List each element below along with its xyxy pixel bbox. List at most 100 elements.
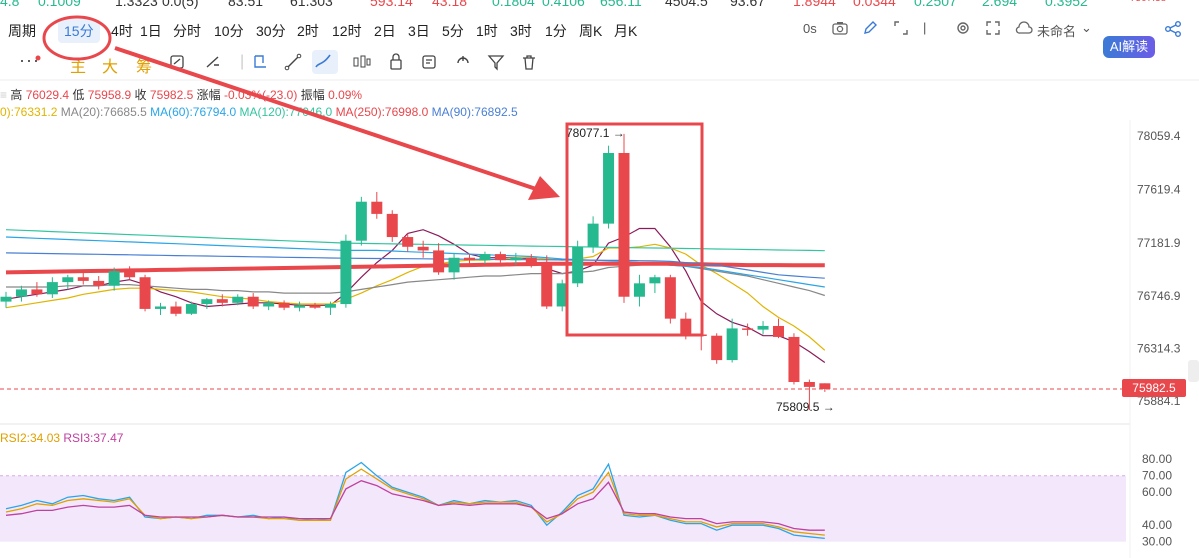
candle-body xyxy=(464,257,475,261)
candle-body xyxy=(448,257,460,273)
candle-body xyxy=(433,250,445,273)
period-label: 周期 xyxy=(8,23,36,39)
ticker-strip: 4.8 0.1009 1.3323 0.0(5) 83.51 61.303 593.14 43… xyxy=(0,0,1199,12)
settings-icon[interactable] xyxy=(955,20,971,39)
amplitude-label: 振幅 xyxy=(300,88,325,102)
candle-body xyxy=(618,152,630,297)
camera-icon[interactable] xyxy=(832,20,848,39)
chevron-down-icon[interactable]: ⌄ xyxy=(1081,20,1092,35)
share-icon[interactable] xyxy=(1164,20,1182,41)
tab-1d[interactable]: 1日 xyxy=(140,23,162,39)
timeframe-toolbar: 周期 15分 4时 1日 分时 10分 30分 2时 12时 2日 3日 5分 … xyxy=(0,17,1199,58)
candle-body xyxy=(819,383,831,390)
tab-12h[interactable]: 12时 xyxy=(332,23,362,39)
candle-body xyxy=(603,152,615,224)
ma-line xyxy=(5,229,825,252)
indicator-main[interactable]: 主 xyxy=(70,59,87,76)
rsi-tick-label: 40.00 xyxy=(1142,518,1172,532)
tab-1min[interactable]: 1分 xyxy=(545,23,567,39)
ma-line xyxy=(5,243,826,351)
trash-icon[interactable] xyxy=(520,53,538,76)
candle-body xyxy=(510,257,522,261)
candle-icon[interactable] xyxy=(352,53,372,76)
tab-15min[interactable]: 15分 xyxy=(58,19,100,43)
candle-body xyxy=(773,325,784,337)
note-icon[interactable] xyxy=(420,53,438,76)
ticker-value: 7507.38 xyxy=(1130,0,1166,4)
ticker-value: 0.2507 xyxy=(914,0,957,9)
change-value: -0.03%(-23.0) xyxy=(223,88,298,102)
tab-30min[interactable]: 30分 xyxy=(256,23,286,39)
candle-body xyxy=(108,271,120,286)
candle-body xyxy=(742,328,754,330)
magnet-icon[interactable] xyxy=(454,53,472,76)
indicator-chips[interactable]: 筹 xyxy=(136,59,153,76)
tab-2h[interactable]: 2时 xyxy=(297,23,319,39)
tab-3d[interactable]: 3日 xyxy=(408,23,430,39)
refresh-icon[interactable] xyxy=(168,53,186,76)
drawing-toolbar: ··· 主 大 筹 | xyxy=(0,50,560,78)
resize-icon[interactable] xyxy=(893,20,909,39)
ticker-value: 4504.5 xyxy=(665,0,708,9)
candle-body xyxy=(494,254,506,261)
ticker-value: 2.694 xyxy=(982,0,1018,9)
countdown: 0s xyxy=(803,21,817,36)
tab-month[interactable]: 月K xyxy=(614,23,638,39)
ticker-value: 0.0(5) xyxy=(162,0,199,9)
separator: | xyxy=(923,20,927,35)
ma-line xyxy=(5,227,826,363)
candle-body xyxy=(155,306,166,309)
tab-3h[interactable]: 3时 xyxy=(510,23,532,39)
candle-body xyxy=(185,304,197,314)
ticker-value: 1.3323 xyxy=(115,0,158,9)
more-icon[interactable]: ··· xyxy=(19,50,40,70)
panel-handle[interactable] xyxy=(1188,360,1199,382)
tab-timeshare[interactable]: 分时 xyxy=(173,23,201,39)
ma-legend-item: MA(60):76794.0 xyxy=(150,105,240,119)
candle-body xyxy=(587,223,599,247)
annotation-arrow-head xyxy=(528,176,560,200)
ticker-value: 0.0344 xyxy=(853,0,896,9)
candle-body xyxy=(216,299,228,303)
rsi-line xyxy=(5,468,825,536)
ticker-value: 0.3952 xyxy=(1045,0,1088,9)
cursor-icon[interactable] xyxy=(251,53,269,76)
separator: | xyxy=(240,53,245,70)
ai-analysis-button[interactable]: AI解读 xyxy=(1103,36,1155,58)
ticker-value: 61.303 xyxy=(290,0,333,9)
tab-10min[interactable]: 10分 xyxy=(214,23,244,39)
low-label: 低 xyxy=(72,88,85,102)
ticker-value: 656.11 xyxy=(600,0,642,9)
tab-1h[interactable]: 1时 xyxy=(476,23,498,39)
lock-icon[interactable] xyxy=(388,53,404,76)
price-tick-label: 78059.4 xyxy=(1137,129,1181,143)
tab-5min[interactable]: 5分 xyxy=(442,23,464,39)
rsi-tick-label: 70.00 xyxy=(1142,469,1172,483)
fullscreen-icon[interactable] xyxy=(985,20,1001,39)
edit-icon[interactable] xyxy=(862,20,878,39)
high-value: 76029.4 xyxy=(25,88,70,102)
layout-name[interactable]: 未命名 xyxy=(1037,24,1077,39)
candle-body xyxy=(541,265,553,307)
candle-body xyxy=(757,325,769,330)
brush-icon[interactable] xyxy=(312,50,338,77)
candle-body xyxy=(0,296,12,302)
ticker-value: 0.1804 xyxy=(492,0,535,9)
rsi-legend-item: RSI2:34.03 xyxy=(0,431,64,445)
tab-week[interactable]: 周K xyxy=(579,23,603,39)
filter-icon[interactable] xyxy=(487,53,505,76)
cloud-icon[interactable] xyxy=(1015,20,1033,39)
price-tick-label: 77181.9 xyxy=(1137,236,1181,250)
high-label: 高 xyxy=(10,88,23,102)
ma-legend-item: MA(250):76998.0 xyxy=(335,105,432,119)
candle-body xyxy=(371,201,383,214)
tab-4h[interactable]: 4时 xyxy=(111,23,133,39)
candle-body xyxy=(31,289,43,295)
trendline-icon[interactable] xyxy=(284,53,302,76)
indicator-large[interactable]: 大 xyxy=(102,59,119,76)
tab-2d[interactable]: 2日 xyxy=(374,23,396,39)
rsi-line xyxy=(5,479,825,531)
candle-body xyxy=(46,282,58,295)
ticker-value: 93.67 xyxy=(730,0,766,9)
pen-ruler-icon[interactable] xyxy=(204,53,222,76)
